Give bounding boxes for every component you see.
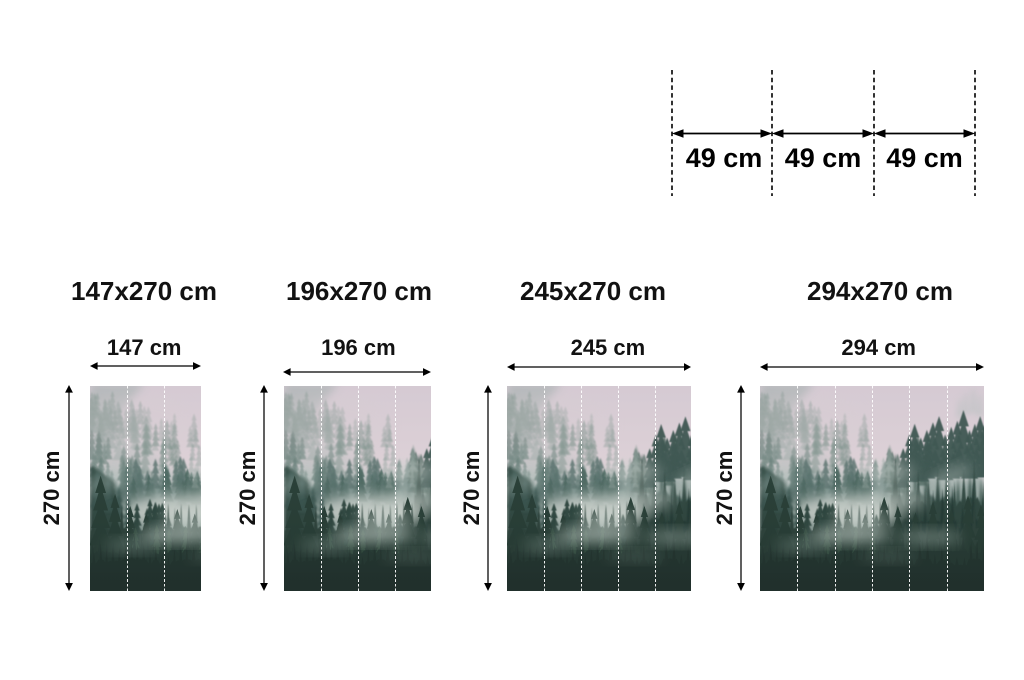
svg-text:270 cm: 270 cm	[235, 451, 260, 526]
svg-text:270 cm: 270 cm	[459, 451, 484, 526]
svg-text:270 cm: 270 cm	[39, 451, 64, 526]
svg-text:270 cm: 270 cm	[712, 451, 737, 526]
